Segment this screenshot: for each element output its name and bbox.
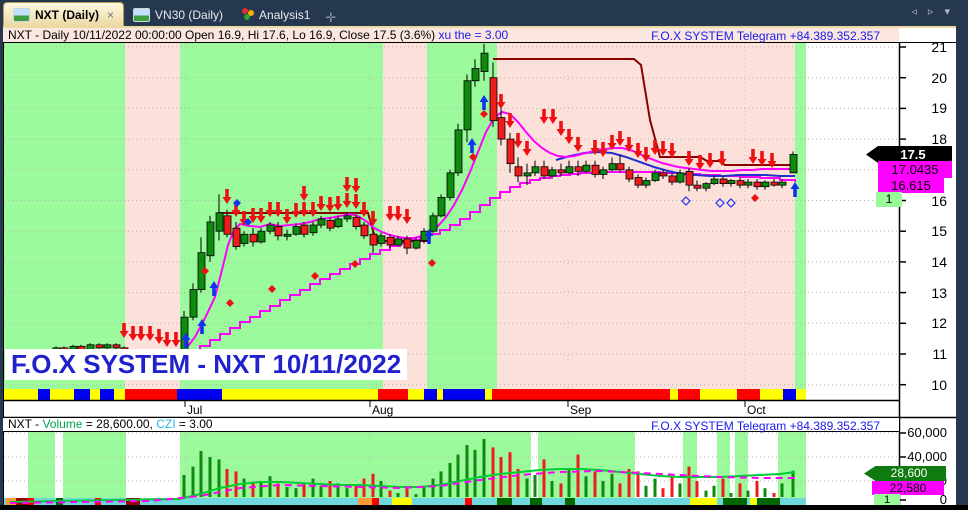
tab-scroll-controls[interactable]: ◃ ▹ ▾ <box>911 6 954 18</box>
tab-label: Analysis1 <box>259 7 311 22</box>
signal-readout: xu the = 3.00 <box>438 28 509 42</box>
window-right-edge <box>956 0 968 505</box>
month-label: Oct <box>747 403 766 417</box>
line2-price-tag: 16.615 <box>878 178 944 193</box>
axis-tick-label: 14 <box>931 253 947 270</box>
axis-tick-label: 10 <box>931 376 947 393</box>
axis-tick-label: 11 <box>932 346 947 362</box>
month-label: Aug <box>372 403 394 417</box>
volume-last-tag: 28,600 <box>864 466 946 481</box>
axis-tick-label: 40,000 <box>907 449 947 464</box>
axis-tick-label: 12 <box>931 315 947 332</box>
tab-analysis1[interactable]: Analysis1 <box>232 3 319 26</box>
last-price-tag: 17.5 <box>866 146 952 163</box>
axis-tick-label: 19 <box>931 100 947 117</box>
active-tab-underline <box>0 26 968 28</box>
tab-bar: NXT (Daily) × VN30 (Daily) Analysis1 ✛ ◃… <box>0 0 968 26</box>
watermark-banner: F.O.X SYSTEM - NXT 10/11/2022 <box>5 349 408 380</box>
axis-tick-label: 16 <box>931 192 947 209</box>
axis-tick-label: 20 <box>931 69 947 86</box>
new-tab-icon[interactable]: ✛ <box>325 10 337 25</box>
czi-label: CZI <box>156 417 176 431</box>
volume-ma-tag: 22,580 <box>872 481 944 495</box>
tab-nxt-daily[interactable]: NXT (Daily) × <box>3 2 125 26</box>
ohlc-readout: NXT - Daily 10/11/2022 00:00:00 Open 16.… <box>8 28 439 42</box>
volume-title-bar: NXT - Volume = 28,600.00, CZI = 3.00 <box>3 418 899 431</box>
tab-label: NXT (Daily) <box>35 7 100 22</box>
chart-thumbnail-icon <box>13 7 30 22</box>
czi-value: = 3.00 <box>175 417 213 431</box>
axis-tick-label: 15 <box>931 223 947 240</box>
axis-tick-label: 18 <box>931 131 947 148</box>
window-bottom-edge <box>0 505 968 510</box>
analysis-icon <box>241 7 255 23</box>
brand-watermark: F.O.X SYSTEM Telegram +84.389.352.357 <box>651 419 880 433</box>
volume-signal-tag: 1 <box>874 494 900 506</box>
month-label: Sep <box>570 403 592 417</box>
axis-tick-label: 21 <box>931 39 947 55</box>
window-left-edge <box>0 26 3 505</box>
chart-title-bar: NXT - Daily 10/11/2022 00:00:00 Open 16.… <box>3 28 899 42</box>
volume-symbol: NXT - <box>8 417 43 431</box>
tab-vn30-daily[interactable]: VN30 (Daily) <box>124 3 232 26</box>
tab-label: VN30 (Daily) <box>155 7 224 22</box>
chart-thumbnail-icon <box>133 7 151 22</box>
brand-watermark: F.O.X SYSTEM Telegram +84.389.352.357 <box>651 29 880 43</box>
line1-price-tag: 17.0435 <box>878 161 952 178</box>
month-label: Jul <box>187 403 203 417</box>
signal-tag: 1 <box>876 192 902 207</box>
volume-label: Volume <box>42 417 83 431</box>
axis-tick-label: 13 <box>931 284 947 301</box>
close-icon[interactable]: × <box>107 7 115 22</box>
volume-value: = 28,600.00, <box>82 417 157 431</box>
axis-tick-label: 60,000 <box>907 425 947 440</box>
